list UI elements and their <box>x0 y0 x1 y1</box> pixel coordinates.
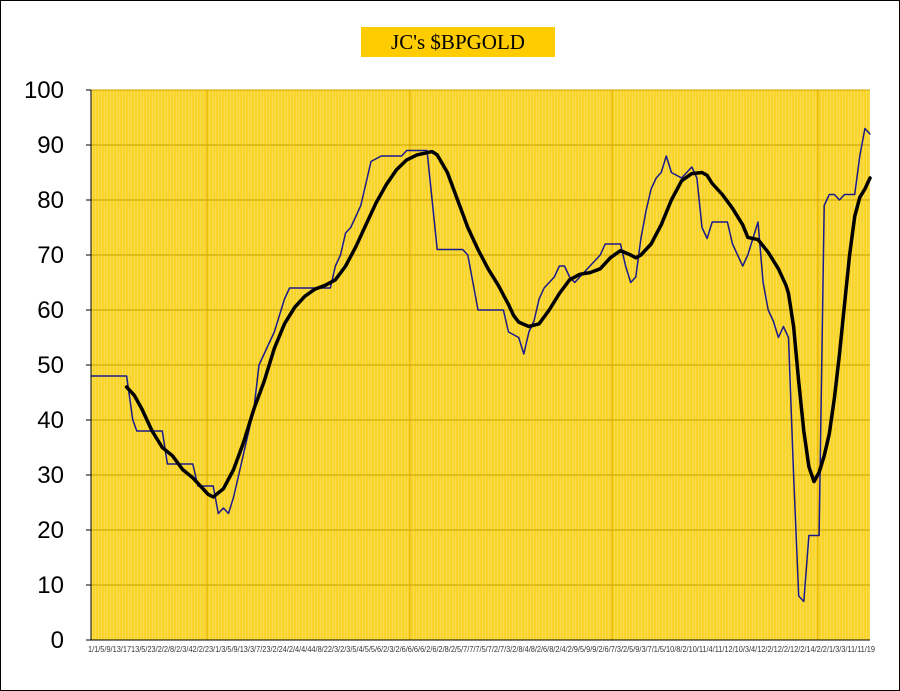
y-tick-label: 100 <box>24 77 64 104</box>
x-tick-labels: 1/1/5/9/13/1713/5/23/2/2/8/2/3/42/2/23/1… <box>88 645 876 654</box>
y-tick-label: 50 <box>37 352 64 379</box>
y-tick-label: 90 <box>37 132 64 159</box>
y-tick-label: 40 <box>37 407 64 434</box>
y-tick-label: 70 <box>37 242 64 269</box>
y-tick-label: 10 <box>37 572 64 599</box>
series-layer <box>90 127 872 603</box>
y-tick-label: 30 <box>37 462 64 489</box>
moving-average-line <box>124 149 872 499</box>
price-series-line <box>90 127 871 603</box>
y-tick-label: 20 <box>37 517 64 544</box>
chart-title: JC's $BPGOLD <box>361 27 555 57</box>
y-tick-label: 80 <box>37 187 64 214</box>
y-tick-label: 0 <box>51 627 64 654</box>
y-axis: 0 10 20 30 40 50 60 70 80 90 100 <box>24 77 870 654</box>
x-axis: 1/1/5/9/13/1713/5/23/2/2/8/2/3/42/2/23/1… <box>88 645 876 654</box>
y-tick-label: 60 <box>37 297 64 324</box>
